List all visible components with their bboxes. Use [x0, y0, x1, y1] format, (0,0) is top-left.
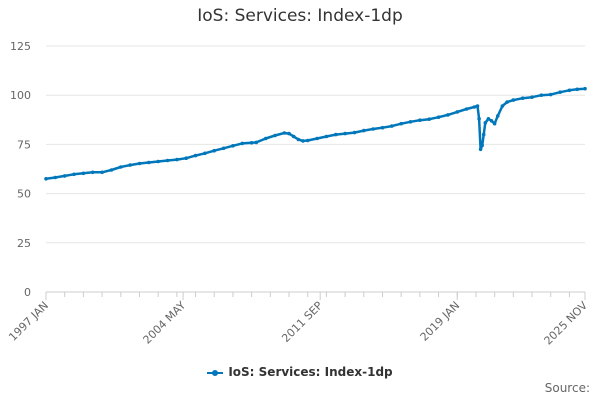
x-tick-label: 2004 MAY [141, 299, 189, 347]
data-point[interactable] [475, 104, 480, 108]
data-point[interactable] [184, 156, 188, 160]
data-point[interactable] [483, 121, 488, 125]
data-point[interactable] [496, 114, 500, 118]
data-point[interactable] [137, 161, 142, 166]
chart-title: IoS: Services: Index-1dp [197, 6, 403, 26]
data-point[interactable] [263, 136, 268, 141]
series-layer [44, 86, 587, 181]
data-point[interactable] [324, 134, 329, 139]
data-point[interactable] [486, 117, 491, 121]
y-tick-label: 0 [24, 286, 31, 299]
data-point[interactable] [575, 87, 579, 92]
x-tick-label: 1997 JAN [6, 299, 51, 344]
data-point[interactable] [390, 124, 394, 128]
data-point[interactable] [254, 140, 259, 145]
data-point[interactable] [455, 110, 460, 114]
data-point[interactable] [567, 88, 572, 93]
grid-lines [46, 45, 585, 244]
data-point[interactable] [240, 141, 245, 146]
y-tick-label: 125 [10, 40, 31, 53]
legend-label: IoS: Services: Index-1dp [228, 365, 393, 379]
y-tick-label: 25 [17, 237, 31, 250]
data-point[interactable] [203, 151, 207, 156]
data-point[interactable] [156, 159, 160, 164]
data-point[interactable] [481, 132, 486, 137]
x-tick-label: 2025 NOV [542, 299, 591, 348]
data-point[interactable] [249, 141, 254, 145]
data-point[interactable] [436, 115, 441, 119]
data-point[interactable] [539, 93, 544, 97]
data-point[interactable] [472, 105, 477, 109]
data-point[interactable] [583, 86, 587, 91]
data-point[interactable] [505, 100, 509, 104]
data-point[interactable] [558, 90, 562, 94]
data-point[interactable] [72, 172, 76, 177]
data-point[interactable] [231, 144, 235, 148]
data-point[interactable] [371, 127, 375, 131]
data-point[interactable] [418, 118, 422, 122]
data-point[interactable] [464, 107, 469, 111]
legend[interactable]: IoS: Services: Index-1dp [0, 365, 600, 379]
data-point[interactable] [334, 132, 338, 137]
data-point[interactable] [221, 146, 226, 151]
data-point[interactable] [362, 128, 366, 133]
data-point[interactable] [511, 98, 516, 102]
data-point[interactable] [273, 133, 277, 138]
data-point[interactable] [301, 139, 305, 143]
y-tick-label: 50 [17, 188, 31, 201]
data-point[interactable] [291, 134, 296, 139]
data-point[interactable] [478, 147, 483, 152]
data-point[interactable] [109, 168, 114, 172]
data-point[interactable] [44, 177, 48, 181]
data-point[interactable] [500, 104, 505, 108]
data-point[interactable] [530, 95, 534, 99]
data-point[interactable] [352, 130, 357, 135]
data-point[interactable] [427, 117, 432, 121]
data-point[interactable] [480, 143, 485, 148]
data-point[interactable] [380, 125, 385, 130]
data-point[interactable] [343, 131, 347, 136]
data-point[interactable] [315, 136, 319, 141]
legend-swatch [207, 369, 224, 376]
data-point[interactable] [305, 138, 310, 143]
data-point[interactable] [548, 92, 553, 97]
x-tick-label: 2019 JAN [418, 299, 463, 344]
x-tick-label: 2011 SEP [279, 299, 325, 345]
data-point[interactable] [81, 171, 86, 176]
data-point[interactable] [282, 131, 287, 135]
source-label: Source: [544, 381, 590, 395]
data-point[interactable] [193, 153, 198, 158]
data-point[interactable] [287, 131, 291, 136]
data-point[interactable] [212, 148, 216, 153]
data-point[interactable] [119, 165, 123, 169]
y-tick-label: 75 [17, 138, 31, 151]
data-point[interactable] [147, 160, 151, 165]
data-point[interactable] [492, 121, 497, 126]
y-tick-label: 100 [10, 89, 31, 102]
data-point[interactable] [477, 117, 481, 121]
data-point[interactable] [408, 120, 413, 124]
series-line[interactable] [45, 87, 586, 181]
data-point[interactable] [446, 113, 450, 117]
data-point[interactable] [399, 121, 404, 126]
data-point[interactable] [175, 157, 179, 162]
data-point[interactable] [53, 175, 58, 180]
data-point[interactable] [520, 96, 525, 100]
data-point[interactable] [128, 163, 132, 167]
data-point[interactable] [296, 137, 301, 142]
data-point[interactable] [165, 158, 170, 163]
data-point[interactable] [62, 174, 67, 178]
data-point[interactable] [100, 170, 104, 175]
data-point[interactable] [90, 170, 95, 175]
data-point[interactable] [489, 119, 494, 123]
